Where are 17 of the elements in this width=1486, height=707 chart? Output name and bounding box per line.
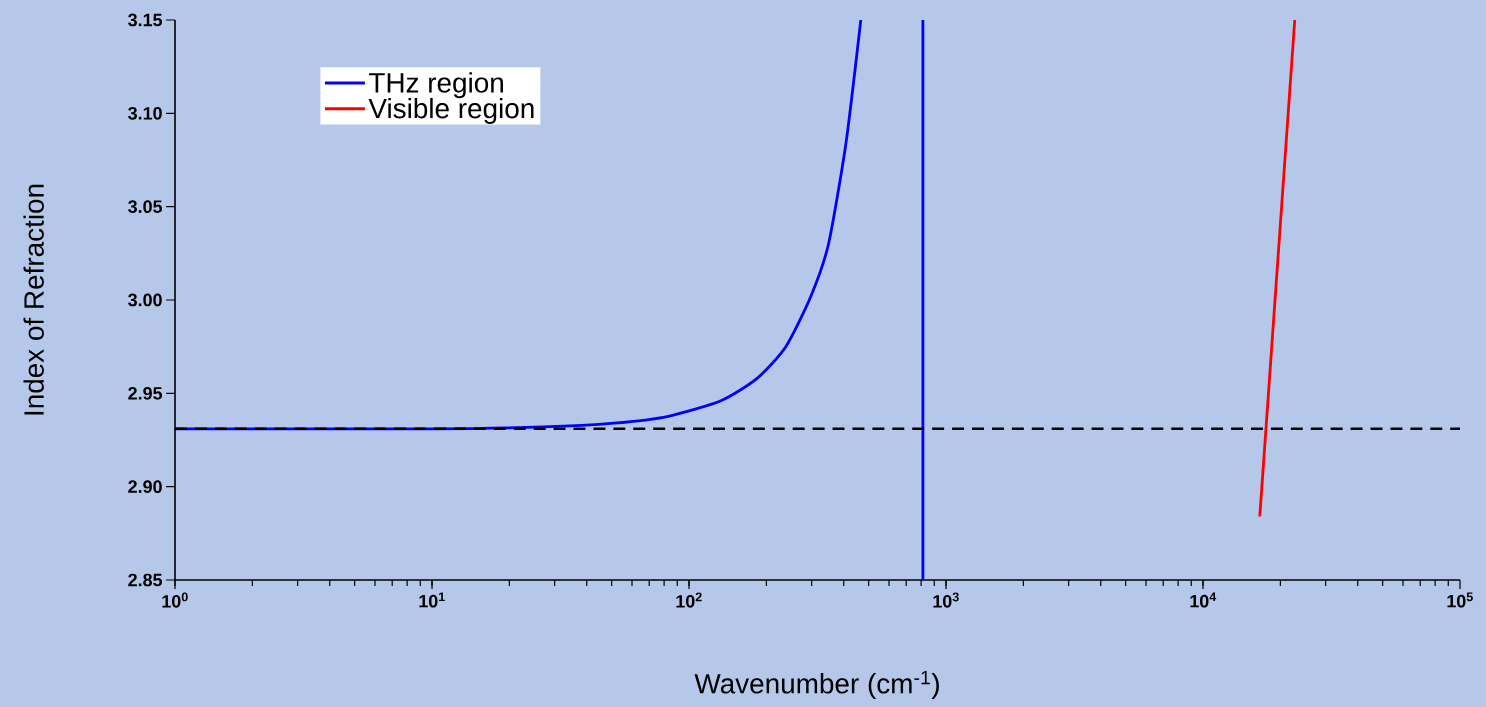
y-tick-label: 3.00	[128, 293, 162, 307]
x-tick-label: 10$^{3}$	[933, 592, 959, 608]
x-tick-label: 10$^{4}$	[1190, 592, 1217, 608]
y-tick-label: 2.90	[128, 480, 162, 493]
x-axis-title: Wavenumber (cm$^{-1}$)	[694, 670, 939, 700]
y-axis-title: Index of Refraction	[23, 184, 44, 415]
legend-label: Visible region	[368, 97, 534, 124]
x-tick-label: 10$^{0}$	[162, 592, 188, 608]
legend-label: THz region	[369, 72, 503, 99]
x-tick-label: 10$^{2}$	[676, 592, 702, 608]
y-tick-label: 3.15	[128, 13, 163, 27]
x-tick-label: 10$^{1}$	[419, 592, 445, 608]
y-tick-label: 2.85	[128, 573, 163, 587]
y-tick-label: 3.05	[128, 200, 163, 214]
y-tick-label: 3.10	[128, 106, 162, 120]
y-tick-label: 2.95	[128, 386, 163, 400]
x-tick-label: 10$^{5}$	[1447, 592, 1473, 608]
